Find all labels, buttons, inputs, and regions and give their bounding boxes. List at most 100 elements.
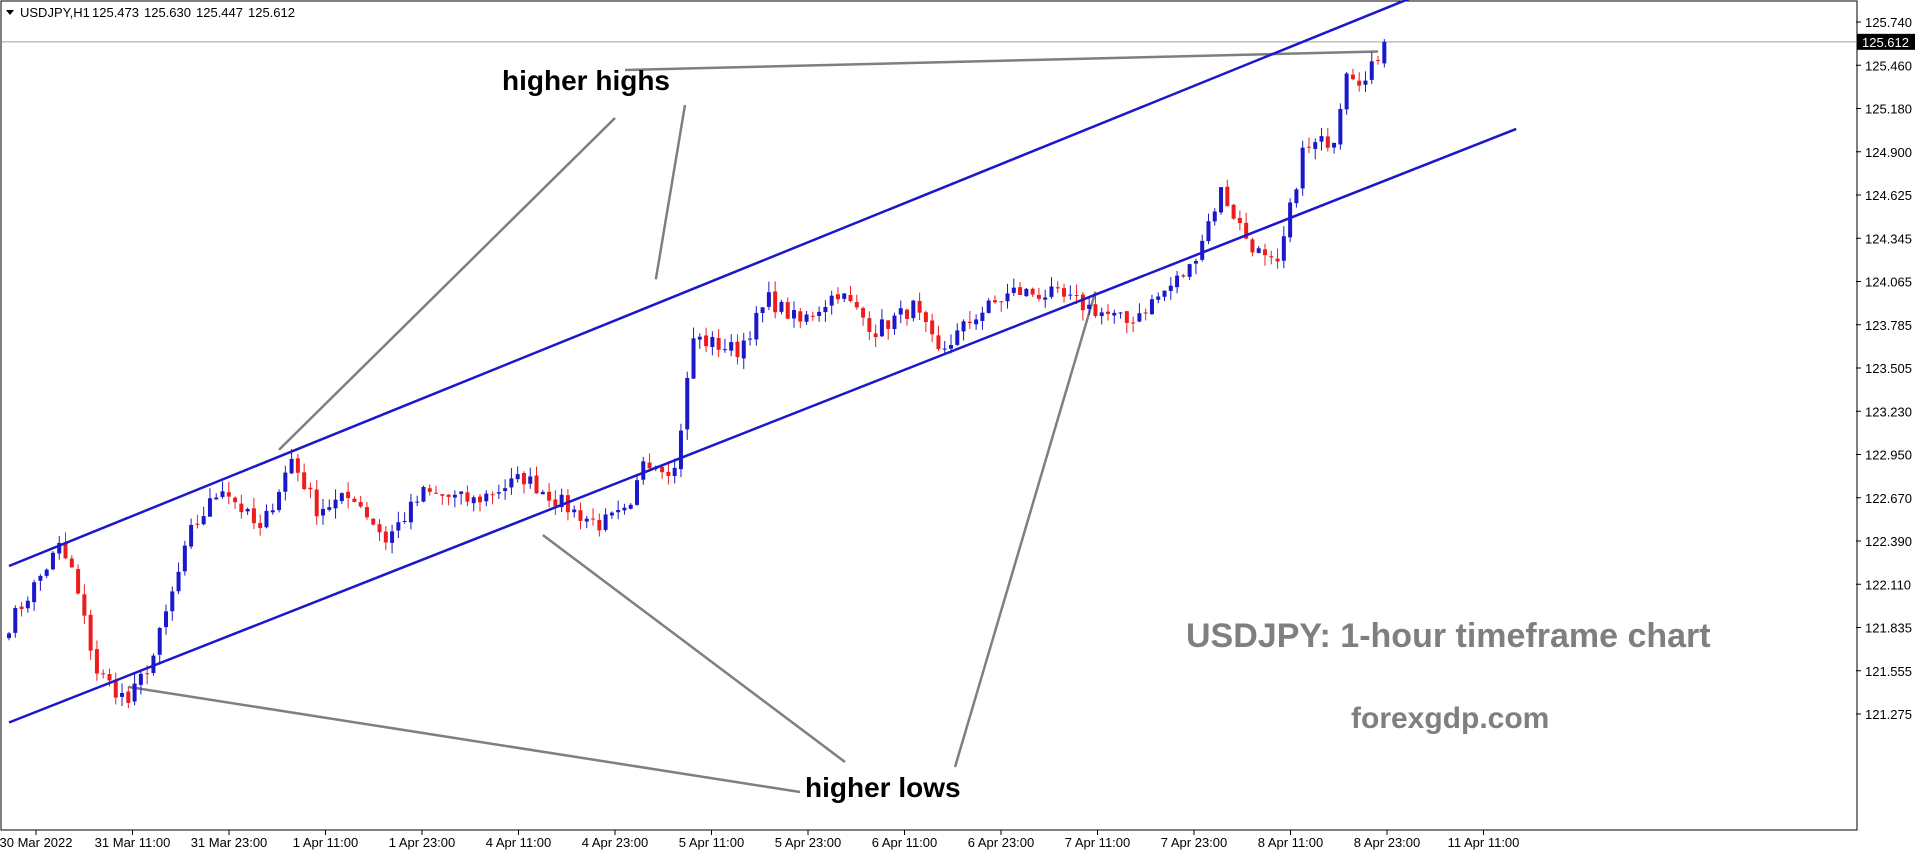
candle-body (1231, 204, 1236, 219)
plot-frame (0, 0, 1858, 831)
symbol-dropdown-icon[interactable] (6, 10, 14, 15)
candle-body (321, 508, 325, 516)
candle-body (1344, 73, 1349, 110)
x-tick-label: 4 Apr 11:00 (486, 835, 552, 850)
candle-body (427, 488, 432, 492)
candle-body (1313, 142, 1318, 149)
candle-body (547, 491, 552, 501)
candle-body (597, 520, 602, 531)
candle-body (553, 499, 558, 507)
candle-body (364, 507, 369, 518)
candle-body (120, 693, 125, 697)
higher-highs-pointer-left (278, 117, 616, 451)
candle-body (94, 649, 99, 674)
candle-body (258, 522, 263, 528)
candle-body (57, 543, 62, 554)
y-tick-label: 122.110 (1865, 577, 1911, 592)
candle-body (408, 501, 413, 523)
candle-body (785, 302, 790, 319)
watermark-title: USDJPY: 1-hour timeframe chart (1186, 617, 1711, 655)
candle-body (660, 466, 665, 473)
candle-body (377, 524, 382, 533)
candle-body (1099, 312, 1104, 317)
candle-body (1269, 256, 1274, 258)
candle-body (88, 614, 93, 651)
candle-body (239, 503, 244, 513)
candle-body (886, 320, 891, 329)
candle-body (1055, 287, 1060, 289)
candle-body (766, 292, 771, 307)
candle-body (490, 494, 495, 496)
candle-body (1074, 295, 1079, 297)
candle-body (854, 301, 859, 308)
candle-body (534, 475, 539, 494)
candle-body (584, 518, 589, 522)
y-tick-label: 125.740 (1865, 15, 1912, 30)
x-tick-label: 11 Apr 11:00 (1448, 835, 1520, 850)
candle-body (1137, 313, 1142, 322)
higher-highs-label: higher highs (502, 65, 670, 96)
candle-body (817, 311, 822, 316)
candle-body (1143, 312, 1148, 314)
candle-body (710, 336, 715, 347)
candle-body (101, 673, 106, 675)
y-axis: 125.740 125.460 125.180 124.900 124.625 124.3… (1856, 15, 1915, 722)
y-tick-label: 125.460 (1865, 58, 1912, 73)
candle-body (992, 300, 997, 303)
candle-body (402, 520, 407, 522)
candle-body (1338, 108, 1343, 145)
candle-body (7, 633, 11, 639)
symbol-label: USDJPY,H1 (20, 5, 90, 20)
candle-body (729, 342, 734, 351)
candle-body (1106, 311, 1110, 314)
candle-body (741, 340, 746, 359)
candle-body (1018, 287, 1023, 295)
candle-body (735, 341, 740, 358)
candle-body (1288, 202, 1293, 238)
candle-body (452, 494, 457, 498)
candle-body (792, 310, 796, 319)
candle-body (949, 345, 953, 349)
candle-body (980, 312, 985, 321)
candle-body (170, 591, 175, 612)
candle-body (810, 315, 815, 317)
candle-body (672, 467, 677, 476)
candle-body (1306, 146, 1311, 148)
candle-body (164, 611, 168, 628)
y-tick-label: 122.950 (1865, 448, 1912, 463)
candle-body (1043, 297, 1048, 300)
candle-body (911, 300, 916, 319)
candle-body (1350, 74, 1355, 80)
x-tick-label: 31 Mar 11:00 (95, 835, 171, 850)
candle-body (773, 291, 778, 313)
candle-body (754, 312, 759, 340)
candle-body (189, 524, 194, 547)
current-price-tag (1857, 33, 1915, 50)
x-tick-label: 5 Apr 11:00 (679, 835, 745, 850)
candle-body (1294, 189, 1299, 204)
y-tick-label: 124.625 (1865, 188, 1912, 203)
candle-body (471, 497, 476, 504)
candle-body (1030, 288, 1035, 295)
candle-body (999, 301, 1004, 303)
candle-body (842, 293, 847, 299)
candle-body (635, 480, 639, 505)
candle-body (352, 498, 357, 502)
candle-body (207, 498, 212, 517)
candle-body (691, 338, 696, 379)
candle-body (176, 571, 181, 592)
current-price-tag-label: 125.612 (1862, 35, 1909, 50)
candle-body (1357, 80, 1362, 86)
candle-body (1193, 261, 1198, 264)
candle-body (704, 335, 709, 347)
candle-body (1118, 312, 1123, 314)
candle-body (1363, 80, 1368, 85)
candle-body (829, 295, 834, 306)
candle-body (1124, 311, 1129, 323)
candle-body (503, 488, 508, 492)
candle-body (107, 674, 112, 681)
candle-body (82, 594, 87, 616)
higher-lows-pointer-left (542, 533, 846, 763)
candle-body (905, 309, 910, 319)
